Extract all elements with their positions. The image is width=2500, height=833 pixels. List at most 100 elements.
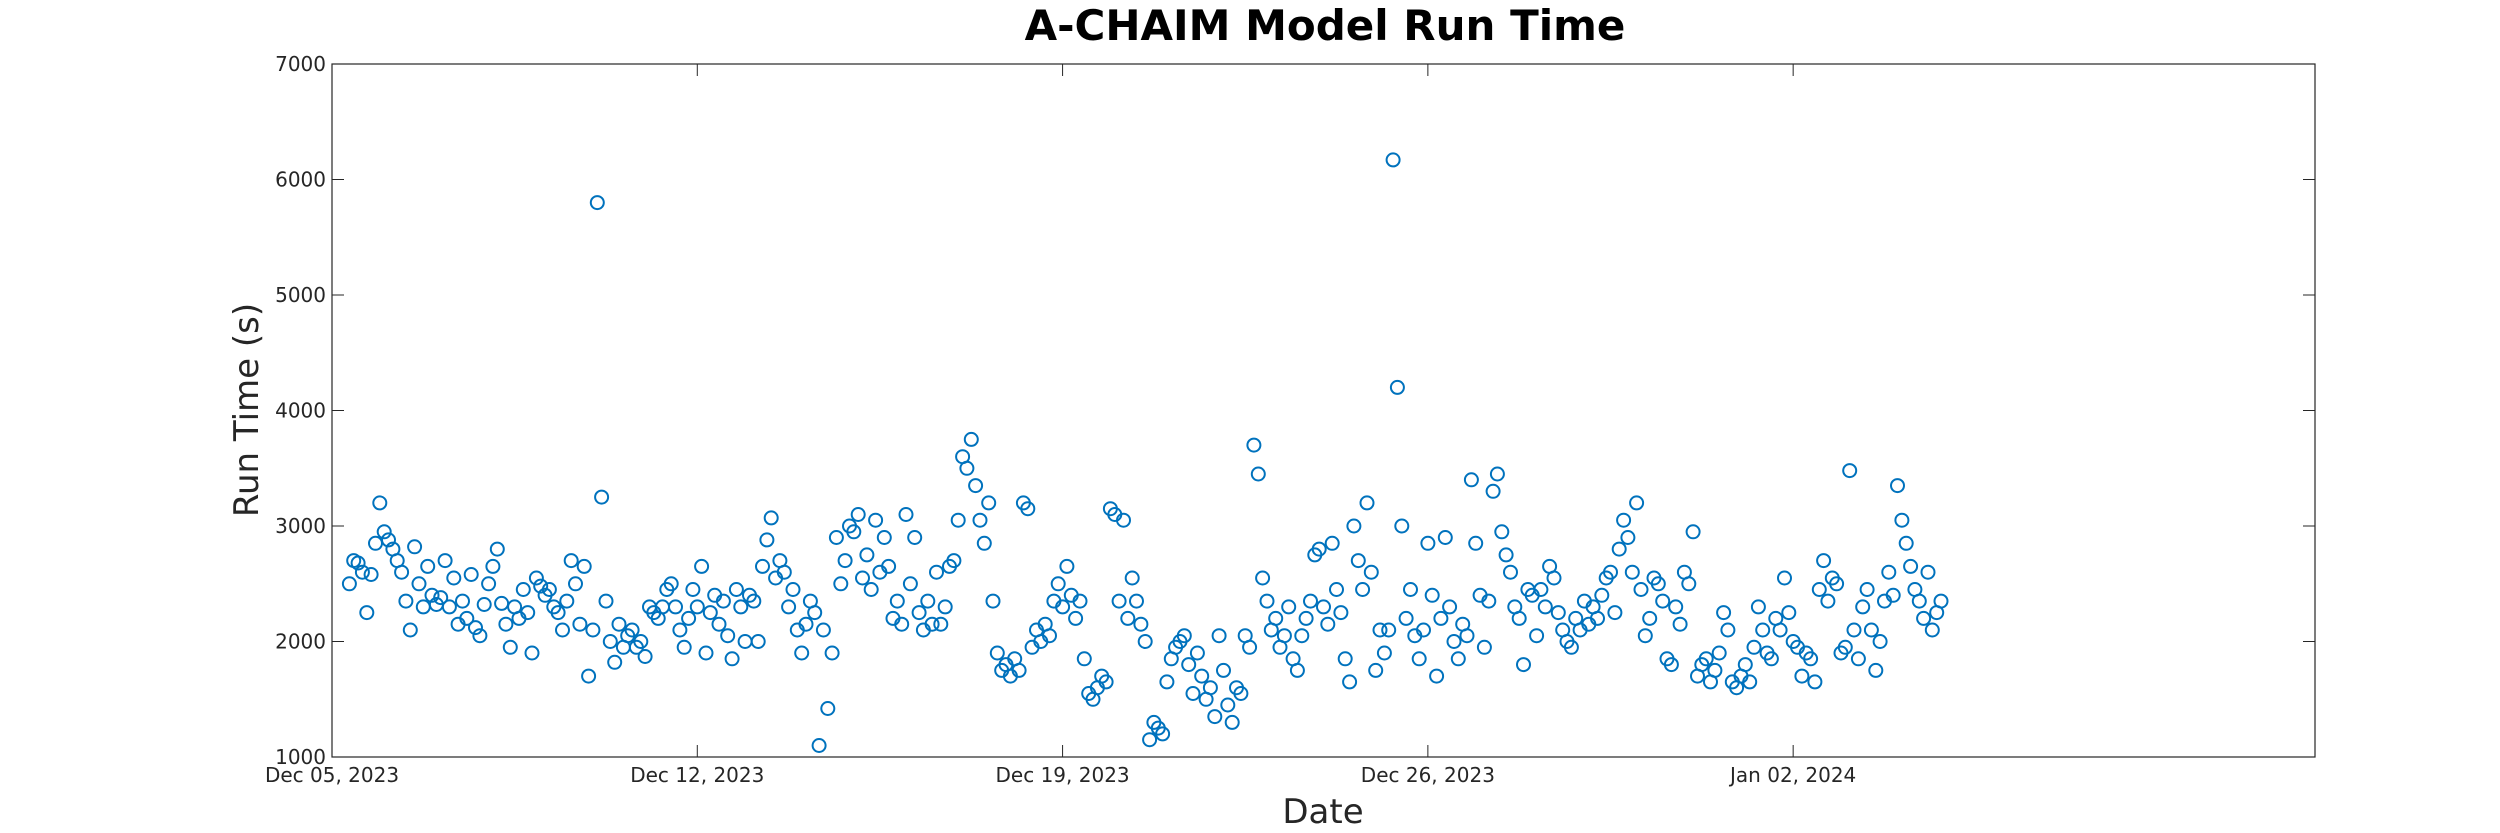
data-point: [1546, 570, 1562, 586]
data-point: [472, 628, 488, 644]
y-tick-label: 2000: [275, 630, 326, 654]
data-point: [1385, 152, 1401, 168]
data-point: [1424, 587, 1440, 603]
data-point: [855, 570, 870, 586]
data-point: [715, 593, 731, 609]
data-point: [1481, 593, 1497, 609]
data-point: [1120, 610, 1136, 626]
data-point: [1416, 622, 1431, 638]
data-point: [1129, 593, 1144, 609]
data-point: [1289, 662, 1305, 678]
data-point: [1711, 645, 1727, 661]
data-point: [889, 593, 905, 609]
data-point: [1259, 593, 1275, 609]
data-point: [1316, 599, 1331, 615]
data-point: [681, 610, 697, 626]
data-point: [1368, 662, 1384, 678]
data-point: [859, 547, 875, 563]
x-tick-label: Dec 12, 2023: [630, 763, 764, 787]
data-point: [989, 645, 1005, 661]
data-point: [1233, 686, 1249, 701]
data-point: [528, 570, 544, 586]
data-point: [1224, 714, 1240, 730]
data-point: [1372, 622, 1388, 638]
data-point: [933, 616, 949, 632]
data-point: [1050, 576, 1066, 592]
data-point: [1842, 463, 1858, 479]
data-point: [1055, 599, 1071, 615]
data-point: [524, 645, 540, 661]
data-point: [685, 582, 701, 597]
x-tick-label: Jan 02, 2024: [1728, 763, 1856, 787]
data-point: [576, 558, 592, 574]
data-point: [381, 532, 396, 548]
data-point: [1777, 570, 1792, 586]
data-point: [1898, 535, 1914, 551]
data-point: [1850, 651, 1866, 667]
data-point: [1550, 605, 1566, 621]
data-point: [676, 639, 692, 655]
data-point: [1920, 564, 1936, 580]
data-point: [972, 512, 988, 528]
data-point: [924, 616, 940, 632]
data-point: [807, 605, 823, 621]
data-point: [898, 507, 914, 522]
data-point: [959, 460, 975, 476]
data-point: [1476, 639, 1492, 655]
data-point: [372, 495, 388, 511]
data-point: [1059, 558, 1075, 574]
data-point: [1281, 599, 1297, 615]
data-point: [1863, 622, 1879, 638]
data-point: [589, 195, 605, 211]
data-point: [468, 620, 483, 636]
data-point: [968, 478, 984, 494]
data-point: [1533, 582, 1549, 597]
data-point: [1429, 668, 1445, 684]
data-point: [1868, 662, 1884, 678]
data-point: [785, 582, 801, 597]
data-point: [946, 553, 962, 569]
data-point: [1655, 593, 1671, 609]
data-point: [1642, 610, 1658, 626]
data-point: [1389, 379, 1405, 395]
data-point: [1202, 680, 1218, 696]
y-axis-label: Run Time (s): [227, 303, 267, 517]
data-point: [1494, 524, 1510, 540]
data-point: [1294, 628, 1310, 644]
data-point: [1011, 662, 1027, 678]
data-point: [1685, 524, 1701, 540]
data-point: [341, 576, 357, 592]
data-point: [1616, 512, 1632, 528]
data-point: [1668, 599, 1684, 615]
data-point: [354, 564, 370, 580]
data-point: [850, 507, 866, 522]
data-point: [1176, 628, 1192, 644]
data-point: [1881, 564, 1897, 580]
data-point: [1450, 651, 1466, 667]
data-point: [733, 599, 749, 615]
data-point: [1411, 651, 1427, 667]
data-point: [1489, 466, 1505, 482]
data-point: [694, 558, 710, 574]
data-point: [763, 510, 779, 526]
data-point: [1437, 530, 1453, 545]
data-point: [1803, 651, 1819, 667]
data-point: [1855, 599, 1871, 615]
data-point: [1246, 437, 1262, 453]
data-point: [815, 622, 831, 638]
data-point: [1355, 582, 1371, 597]
data-point: [411, 576, 427, 592]
data-point: [1303, 593, 1318, 609]
data-point: [689, 599, 705, 615]
x-tick-label: Dec 05, 2023: [265, 763, 399, 787]
data-point: [1159, 674, 1175, 690]
data-point: [1894, 512, 1910, 528]
data-point: [755, 558, 770, 574]
data-point: [876, 530, 892, 545]
data-point: [759, 532, 775, 548]
data-point: [563, 553, 579, 569]
data-point: [1537, 599, 1553, 615]
data-point: [950, 512, 966, 528]
data-point: [1620, 530, 1636, 545]
data-point: [1433, 610, 1449, 626]
